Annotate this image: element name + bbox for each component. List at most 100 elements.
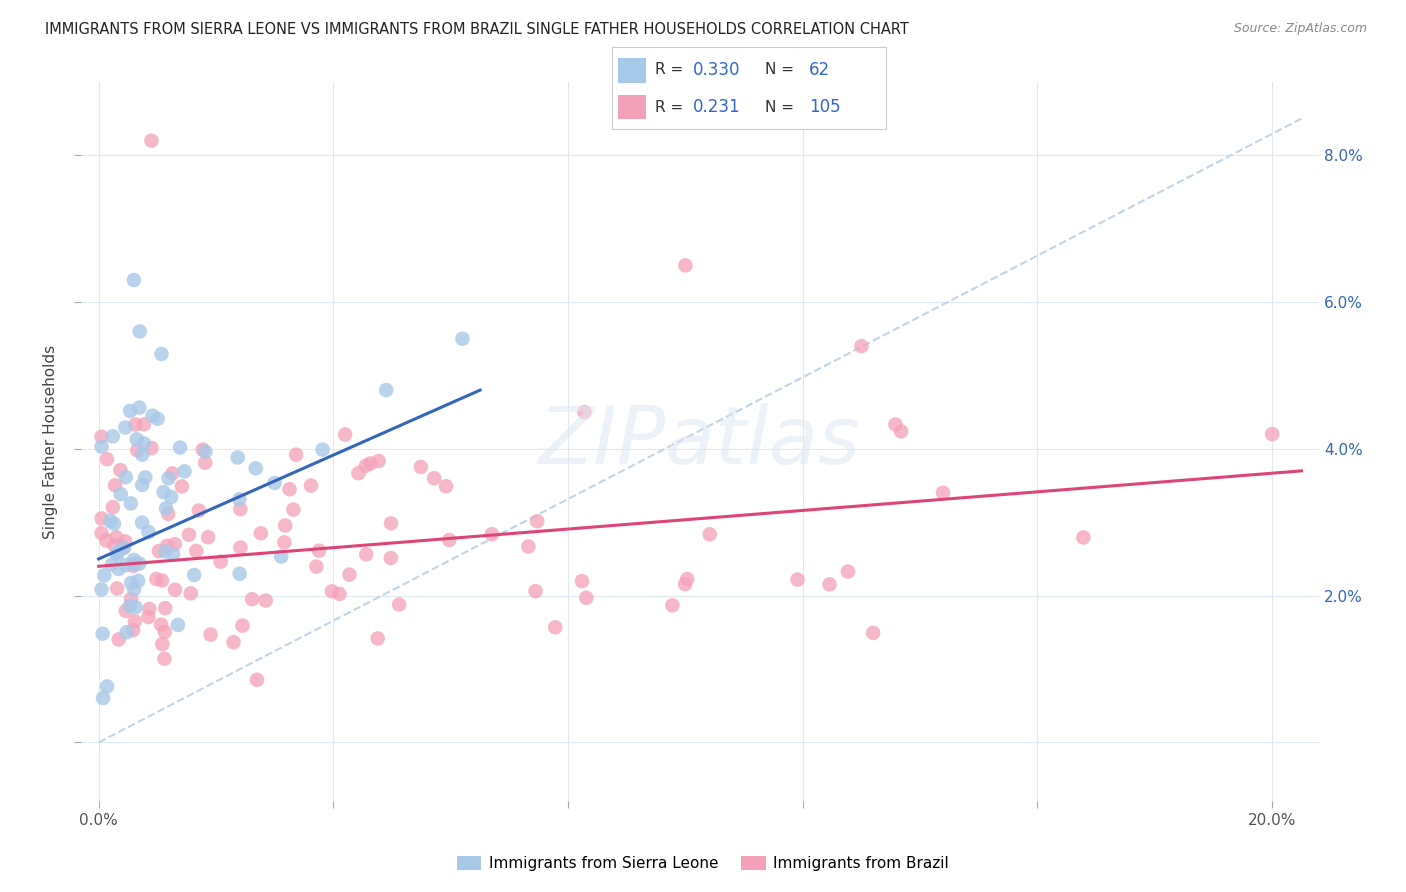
Point [575, 591, 598, 605]
Text: ZIPatlas: ZIPatlas [538, 402, 860, 481]
Point [120, 575, 142, 590]
Text: R =: R = [655, 62, 689, 78]
Point [118, 599, 141, 613]
Point [837, 565, 859, 579]
Point [134, 470, 156, 484]
Point [122, 553, 145, 567]
Point [254, 593, 277, 607]
Point [122, 558, 145, 573]
Point [409, 460, 432, 475]
Point [90, 511, 112, 525]
Point [114, 604, 136, 618]
Point [131, 448, 153, 462]
Point [156, 539, 179, 553]
Text: IMMIGRANTS FROM SIERRA LEONE VS IMMIGRANTS FROM BRAZIL SINGLE FATHER HOUSEHOLDS : IMMIGRANTS FROM SIERRA LEONE VS IMMIGRAN… [45, 22, 908, 37]
Point [200, 627, 222, 641]
Point [676, 572, 699, 586]
Point [273, 535, 295, 549]
Point [228, 566, 250, 581]
Point [250, 526, 273, 541]
Point [107, 632, 129, 647]
Point [122, 582, 145, 597]
Point [104, 478, 127, 492]
Point [132, 417, 155, 432]
Point [367, 454, 389, 468]
Text: 62: 62 [808, 61, 830, 78]
Point [91, 691, 114, 706]
Point [388, 598, 411, 612]
Point [114, 420, 136, 434]
Point [141, 441, 163, 455]
Point [138, 524, 160, 539]
Point [128, 325, 150, 339]
Point [124, 417, 146, 432]
Point [96, 679, 118, 693]
Point [661, 599, 683, 613]
Text: N =: N = [765, 62, 799, 78]
Point [299, 478, 322, 492]
Point [231, 618, 253, 632]
Point [91, 626, 114, 640]
Point [101, 558, 124, 572]
Point [1261, 427, 1284, 442]
Point [150, 347, 173, 361]
Point [222, 635, 245, 649]
Point [169, 441, 191, 455]
Point [163, 582, 186, 597]
Text: 105: 105 [808, 98, 841, 116]
Point [1073, 531, 1095, 545]
Point [574, 405, 596, 419]
Point [228, 492, 250, 507]
Point [153, 652, 176, 666]
Point [187, 503, 209, 517]
Point [93, 568, 115, 582]
Bar [619, 95, 645, 120]
Point [114, 534, 136, 549]
Point [673, 259, 696, 273]
Text: N =: N = [765, 100, 799, 115]
Point [197, 530, 219, 544]
Point [96, 533, 118, 548]
Point [229, 541, 252, 555]
Point [138, 602, 160, 616]
Point [110, 463, 132, 477]
Text: 0.330: 0.330 [693, 61, 740, 78]
Text: R =: R = [655, 100, 693, 115]
Point [96, 452, 118, 467]
Point [146, 412, 169, 426]
Point [347, 466, 370, 480]
Point [305, 559, 328, 574]
Point [141, 134, 163, 148]
Point [145, 572, 167, 586]
Point [699, 527, 721, 541]
Point [862, 626, 884, 640]
Point [103, 516, 125, 531]
Point [270, 549, 292, 564]
Point [226, 450, 249, 465]
Point [786, 573, 808, 587]
Point [120, 591, 142, 606]
Point [191, 442, 214, 457]
Point [150, 637, 173, 651]
Point [112, 541, 135, 555]
Point [112, 541, 135, 555]
Point [544, 620, 567, 634]
Point [138, 610, 160, 624]
Point [125, 432, 148, 446]
Point [124, 615, 146, 629]
Point [439, 533, 461, 547]
Text: Source: ZipAtlas.com: Source: ZipAtlas.com [1233, 22, 1367, 36]
Point [524, 584, 547, 599]
Point [328, 587, 350, 601]
Point [101, 500, 124, 515]
Point [115, 558, 138, 573]
Point [103, 539, 125, 553]
Point [380, 516, 402, 531]
Point [163, 537, 186, 551]
Text: 0.231: 0.231 [693, 98, 740, 116]
Point [90, 526, 112, 541]
Point [110, 487, 132, 501]
Point [526, 514, 548, 528]
Point [283, 502, 305, 516]
Point [124, 600, 146, 615]
